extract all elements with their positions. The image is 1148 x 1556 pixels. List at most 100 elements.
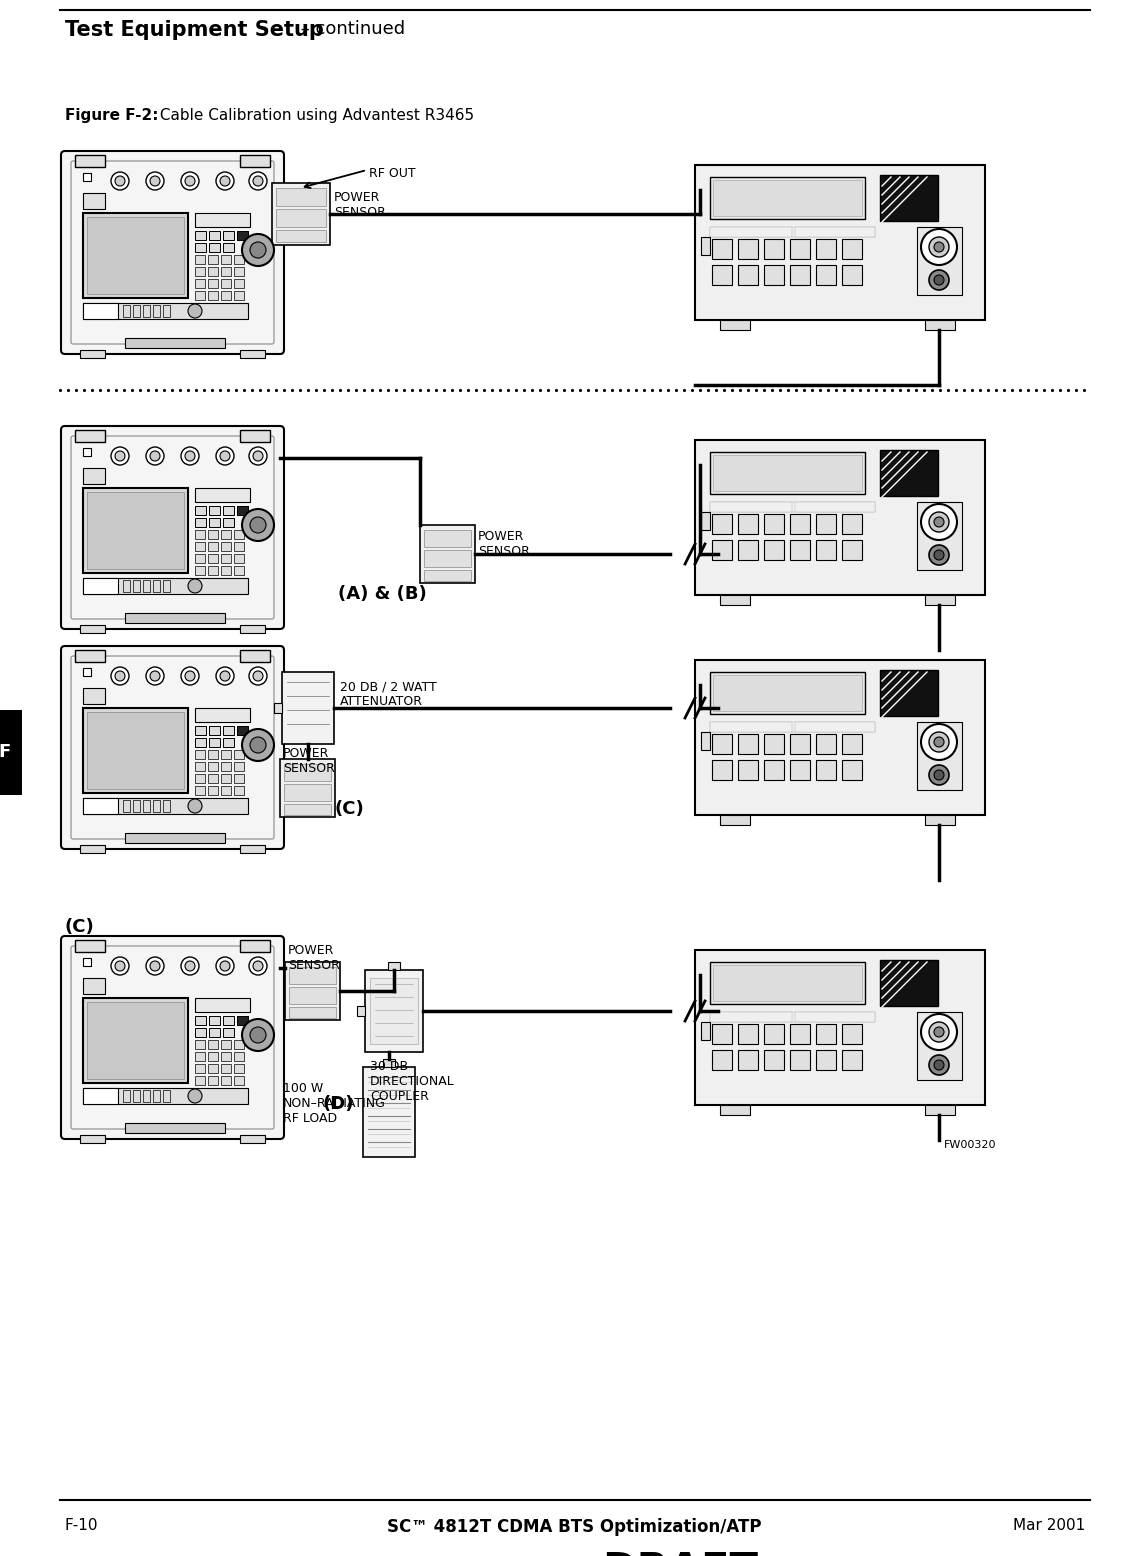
Bar	[222, 773, 231, 783]
Bar	[236, 506, 248, 515]
Bar	[236, 506, 248, 515]
Bar	[83, 997, 188, 1083]
Bar	[83, 798, 118, 814]
Bar	[280, 759, 335, 817]
Bar	[240, 626, 265, 633]
Bar	[234, 541, 245, 551]
Bar	[841, 759, 862, 780]
FancyBboxPatch shape	[61, 426, 284, 629]
Bar	[790, 1024, 810, 1044]
Circle shape	[185, 962, 195, 971]
Circle shape	[921, 229, 957, 265]
Bar	[285, 962, 340, 1021]
Text: F-10: F-10	[65, 1519, 99, 1533]
Bar	[83, 668, 91, 675]
Bar	[738, 265, 758, 285]
Bar	[222, 1064, 231, 1074]
Circle shape	[929, 766, 949, 784]
Bar	[709, 451, 864, 493]
Bar	[796, 503, 875, 512]
FancyBboxPatch shape	[71, 436, 274, 619]
Bar	[123, 800, 130, 812]
Bar	[712, 1024, 732, 1044]
Bar	[790, 734, 810, 755]
Bar	[709, 177, 864, 219]
Bar	[289, 966, 336, 983]
Circle shape	[188, 1089, 202, 1103]
Bar	[222, 531, 231, 538]
Circle shape	[249, 173, 267, 190]
Bar	[208, 786, 218, 795]
Text: (C): (C)	[65, 918, 95, 937]
Bar	[240, 350, 265, 358]
Circle shape	[111, 668, 129, 685]
Bar	[133, 305, 140, 317]
Bar	[363, 1067, 414, 1158]
Bar	[208, 291, 218, 300]
Circle shape	[934, 549, 944, 560]
Bar	[195, 541, 205, 551]
Bar	[208, 1077, 218, 1085]
Bar	[236, 727, 248, 734]
Bar	[163, 800, 170, 812]
Bar	[712, 513, 732, 534]
Bar	[195, 786, 205, 795]
Bar	[208, 1052, 218, 1061]
Circle shape	[934, 243, 944, 252]
Bar	[388, 962, 400, 969]
Bar	[234, 291, 245, 300]
Bar	[240, 845, 265, 853]
Circle shape	[934, 770, 944, 780]
Bar	[195, 727, 205, 734]
Bar	[0, 710, 22, 795]
Bar	[234, 531, 245, 538]
Circle shape	[181, 957, 199, 976]
Bar	[765, 1024, 784, 1044]
Bar	[195, 1029, 205, 1036]
Bar	[144, 1091, 150, 1102]
Bar	[917, 722, 962, 790]
Bar	[209, 506, 220, 515]
Circle shape	[242, 730, 274, 761]
Bar	[195, 279, 205, 288]
Bar	[234, 773, 245, 783]
Circle shape	[216, 173, 234, 190]
Circle shape	[220, 671, 230, 682]
Bar	[223, 230, 234, 240]
Circle shape	[929, 512, 949, 532]
Bar	[841, 1024, 862, 1044]
Bar	[816, 734, 836, 755]
Circle shape	[188, 798, 202, 812]
Bar	[284, 764, 331, 781]
Bar	[790, 1050, 810, 1071]
Bar	[709, 1011, 875, 1022]
Text: 100 W
NON–RADIATING
RF LOAD: 100 W NON–RADIATING RF LOAD	[284, 1081, 386, 1125]
Text: – continued: – continued	[295, 20, 405, 37]
Bar	[133, 580, 140, 591]
Bar	[234, 268, 245, 275]
Bar	[87, 492, 184, 569]
Bar	[713, 454, 862, 492]
Circle shape	[216, 668, 234, 685]
Circle shape	[921, 724, 957, 759]
Bar	[209, 230, 220, 240]
Bar	[222, 279, 231, 288]
Bar	[234, 1052, 245, 1061]
FancyBboxPatch shape	[71, 657, 274, 839]
Bar	[234, 762, 245, 772]
Bar	[223, 1016, 234, 1025]
Bar	[881, 450, 938, 496]
Circle shape	[934, 275, 944, 285]
Bar	[83, 577, 248, 594]
Bar	[712, 265, 732, 285]
Bar	[720, 1105, 750, 1116]
Circle shape	[934, 517, 944, 527]
FancyBboxPatch shape	[61, 937, 284, 1139]
Circle shape	[934, 738, 944, 747]
Circle shape	[934, 1027, 944, 1036]
Bar	[208, 750, 218, 759]
Bar	[195, 1077, 205, 1085]
Bar	[917, 1011, 962, 1080]
Bar	[712, 540, 732, 560]
Bar	[87, 216, 184, 294]
